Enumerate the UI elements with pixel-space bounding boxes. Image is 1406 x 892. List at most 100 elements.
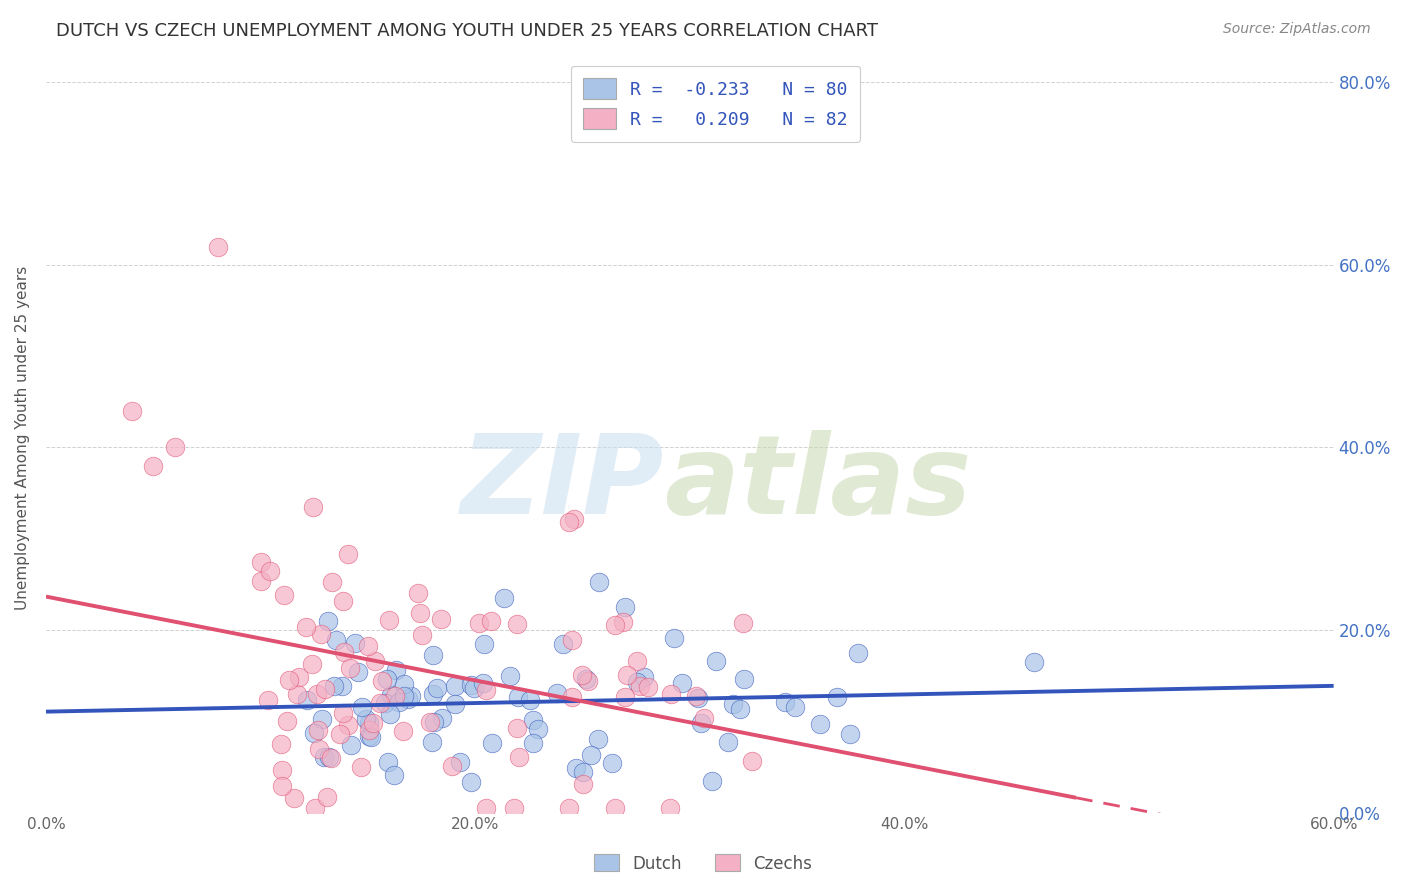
Dutch <box>460 774 482 789</box>
Text: DUTCH VS CZECH UNEMPLOYMENT AMONG YOUTH UNDER 25 YEARS CORRELATION CHART: DUTCH VS CZECH UNEMPLOYMENT AMONG YOUTH … <box>56 22 879 40</box>
Czechs <box>364 654 387 668</box>
Czechs <box>731 616 754 631</box>
Dutch <box>388 695 411 709</box>
Czechs <box>391 723 413 738</box>
Dutch <box>662 631 685 645</box>
Czechs <box>475 682 498 697</box>
Czechs <box>411 628 433 642</box>
Dutch <box>330 679 353 693</box>
Czechs <box>637 680 659 694</box>
Czechs <box>616 668 638 682</box>
Czechs <box>271 780 294 794</box>
Czechs <box>256 693 278 707</box>
Dutch <box>394 676 416 690</box>
Czechs <box>479 614 502 628</box>
Czechs <box>283 791 305 805</box>
Dutch <box>396 692 419 706</box>
Czechs <box>614 690 637 704</box>
Dutch <box>494 591 516 606</box>
Dutch <box>394 689 416 703</box>
Dutch <box>449 755 471 769</box>
Czechs <box>357 723 380 738</box>
Dutch <box>297 693 319 707</box>
Czechs <box>121 404 143 418</box>
Czechs <box>502 801 524 815</box>
Dutch <box>579 747 602 762</box>
Dutch <box>575 672 598 686</box>
Czechs <box>295 620 318 634</box>
Text: Source: ZipAtlas.com: Source: ZipAtlas.com <box>1223 22 1371 37</box>
Dutch <box>588 575 610 590</box>
Dutch <box>382 768 405 782</box>
Czechs <box>207 239 229 253</box>
Dutch <box>686 691 709 706</box>
Dutch <box>588 732 610 747</box>
Dutch <box>472 637 495 651</box>
Dutch <box>311 712 333 726</box>
Czechs <box>603 801 626 815</box>
Dutch <box>420 735 443 749</box>
Dutch <box>302 726 325 740</box>
Dutch <box>422 687 444 701</box>
Czechs <box>576 673 599 688</box>
Czechs <box>658 800 681 814</box>
Dutch <box>357 715 380 730</box>
Dutch <box>385 664 408 678</box>
Czechs <box>287 687 309 701</box>
Czechs <box>357 639 380 653</box>
Czechs <box>332 593 354 607</box>
Dutch <box>519 693 541 707</box>
Dutch <box>633 670 655 684</box>
Text: atlas: atlas <box>664 430 972 537</box>
Czechs <box>659 687 682 701</box>
Dutch <box>721 697 744 711</box>
Legend: Dutch, Czechs: Dutch, Czechs <box>588 847 818 880</box>
Czechs <box>270 737 292 751</box>
Czechs <box>408 586 430 600</box>
Czechs <box>273 588 295 602</box>
Czechs <box>332 706 354 721</box>
Czechs <box>626 654 648 668</box>
Dutch <box>350 699 373 714</box>
Czechs <box>142 458 165 473</box>
Czechs <box>349 760 371 774</box>
Czechs <box>557 801 579 815</box>
Czechs <box>339 661 361 675</box>
Czechs <box>307 723 329 737</box>
Dutch <box>472 676 495 690</box>
Czechs <box>276 714 298 728</box>
Dutch <box>399 689 422 703</box>
Czechs <box>336 547 359 561</box>
Dutch <box>357 730 380 744</box>
Czechs <box>558 516 581 530</box>
Czechs <box>332 645 354 659</box>
Dutch <box>498 669 520 683</box>
Czechs <box>308 742 330 756</box>
Dutch <box>360 730 382 744</box>
Dutch <box>347 665 370 679</box>
Dutch <box>733 672 755 686</box>
Dutch <box>704 654 727 668</box>
Dutch <box>526 722 548 736</box>
Dutch <box>444 679 467 693</box>
Dutch <box>728 702 751 716</box>
Dutch <box>460 678 482 692</box>
Czechs <box>288 670 311 684</box>
Dutch <box>430 711 453 725</box>
Dutch <box>564 761 586 775</box>
Czechs <box>430 612 453 626</box>
Czechs <box>259 564 281 578</box>
Dutch <box>375 672 398 686</box>
Dutch <box>312 750 335 764</box>
Dutch <box>423 714 446 729</box>
Czechs <box>685 689 707 703</box>
Dutch <box>422 648 444 662</box>
Czechs <box>562 512 585 526</box>
Czechs <box>561 632 583 647</box>
Dutch <box>316 614 339 628</box>
Czechs <box>378 613 401 627</box>
Dutch <box>374 696 396 710</box>
Czechs <box>271 763 294 777</box>
Dutch <box>553 637 575 651</box>
Czechs <box>475 801 498 815</box>
